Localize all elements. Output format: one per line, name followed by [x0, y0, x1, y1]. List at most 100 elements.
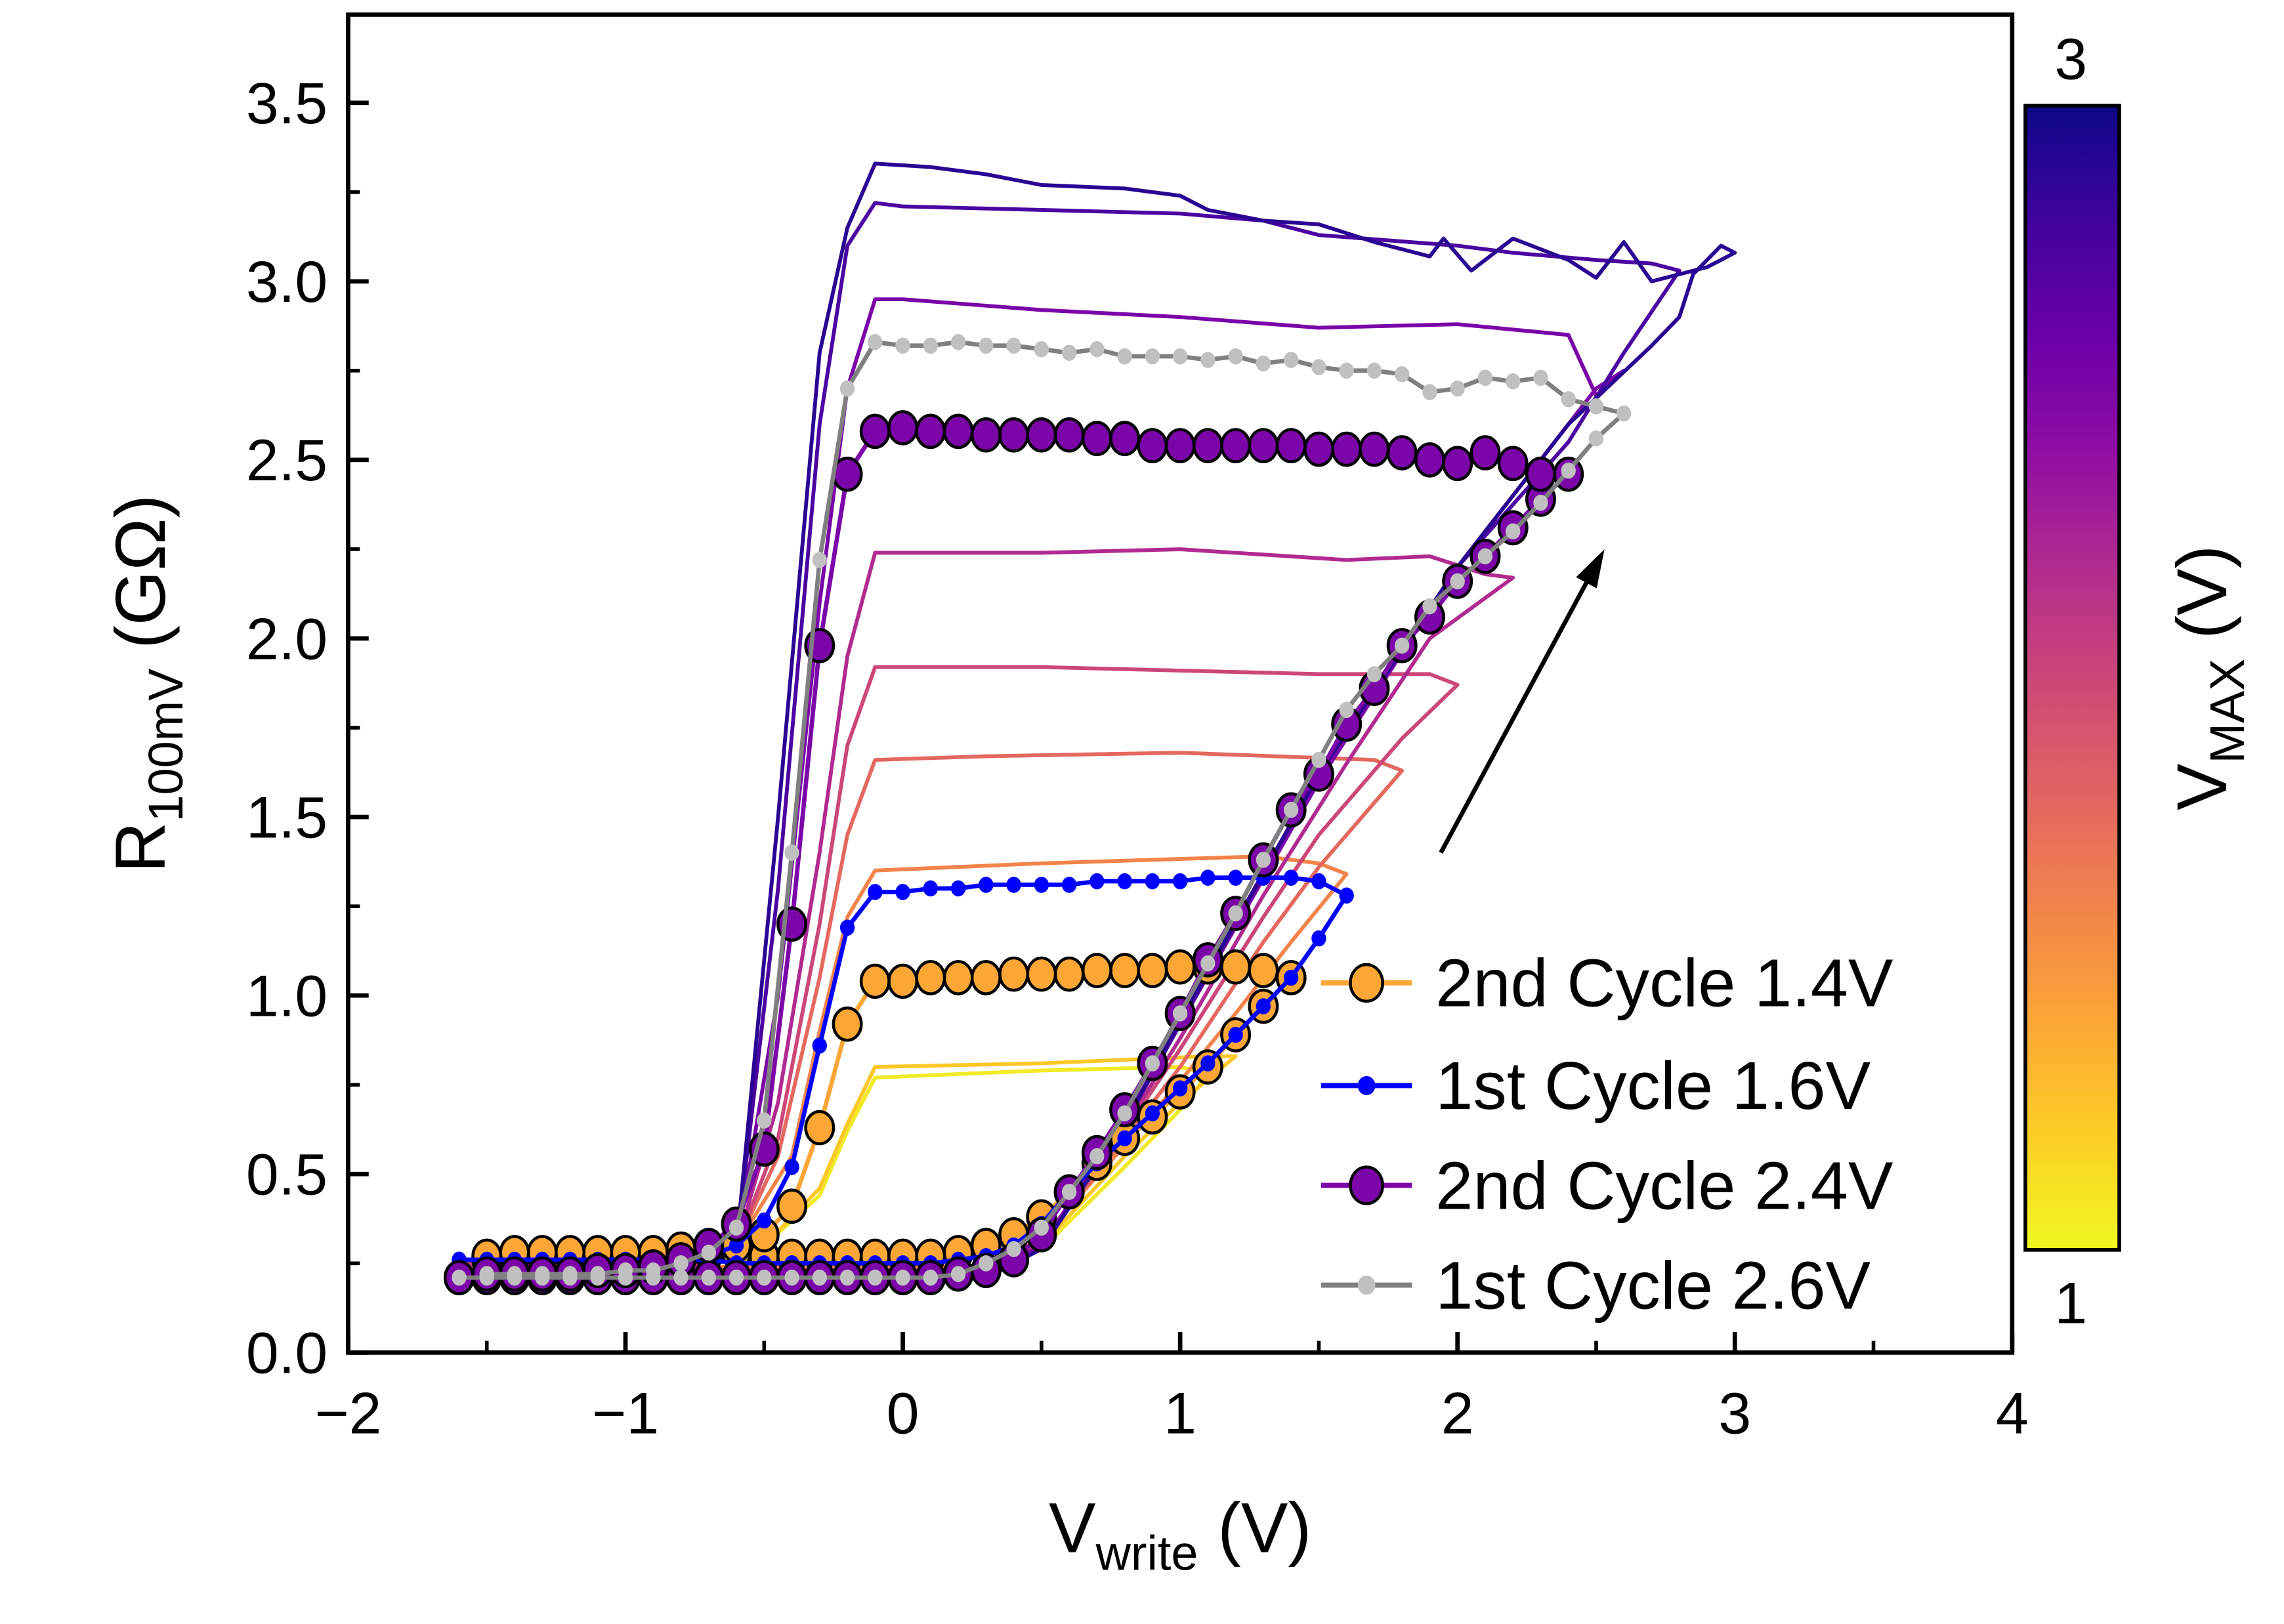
data-point: [1311, 873, 1326, 890]
data-point: [1034, 877, 1049, 893]
data-point: [1164, 428, 1196, 463]
data-point: [1311, 751, 1326, 768]
data-point: [1061, 1184, 1077, 1200]
data-point: [1588, 430, 1604, 447]
data-point: [562, 1266, 578, 1282]
data-point: [1331, 431, 1363, 467]
colorbar-max-label: 3: [2054, 26, 2087, 92]
x-axis-label: Vwrite (V): [1049, 1488, 1311, 1580]
data-point: [1311, 359, 1326, 375]
data-point: [868, 1269, 883, 1286]
data-point: [839, 919, 855, 936]
data-point: [1477, 548, 1493, 565]
data-point: [1137, 428, 1168, 463]
data-point: [1228, 1026, 1243, 1043]
data-point: [729, 1237, 744, 1254]
data-point: [1109, 421, 1141, 457]
arrow-head: [1576, 549, 1605, 589]
loop-vmax-2.2: [459, 547, 1515, 1276]
legend: 2nd Cycle 1.4V 1st Cycle 1.6V 2nd Cycle 2.…: [1321, 946, 1893, 1323]
data-point: [1081, 953, 1112, 988]
data-point: [942, 413, 974, 449]
legend-label: 1st Cycle 1.6V: [1435, 1048, 1871, 1123]
y-tick-label: 1.0: [246, 963, 328, 1028]
data-point: [979, 877, 994, 893]
data-point: [895, 884, 910, 900]
data-point: [1256, 355, 1271, 372]
arrow-shaft: [1439, 581, 1589, 854]
data-point: [1283, 869, 1299, 886]
data-point: [1117, 348, 1132, 365]
data-point: [1034, 1219, 1049, 1236]
data-point: [1497, 446, 1529, 482]
data-point: [1220, 428, 1252, 463]
data-point: [1561, 462, 1576, 479]
data-point: [784, 1269, 799, 1286]
data-point: [1006, 877, 1021, 893]
data-point: [1089, 873, 1105, 890]
data-point: [1477, 369, 1493, 386]
data-point: [915, 960, 946, 995]
data-point: [1386, 435, 1418, 470]
data-point: [1228, 348, 1243, 365]
colorbar: 3 1 VMAX (V): [2023, 26, 2254, 1336]
data-point: [970, 960, 1002, 995]
data-point: [1006, 337, 1021, 354]
data-point: [970, 417, 1002, 453]
y-axis-label: R100mV (GΩ): [101, 495, 193, 873]
legend-label: 2nd Cycle 2.4V: [1435, 1148, 1893, 1223]
legend-entry: 2nd Cycle 2.4V: [1321, 1148, 1893, 1223]
highlighted-series: [443, 334, 1632, 1295]
data-point: [923, 1269, 939, 1286]
data-point: [784, 1159, 799, 1175]
data-point: [1617, 405, 1632, 422]
data-point: [915, 413, 946, 449]
data-point: [804, 1110, 835, 1146]
data-point: [868, 334, 883, 350]
loop-vmax-1.2: [459, 1054, 1238, 1269]
y-tick-label: 3.0: [246, 249, 328, 314]
data-point: [1533, 369, 1548, 386]
legend-entry: 2nd Cycle 1.4V: [1321, 946, 1893, 1021]
data-point: [1339, 362, 1354, 379]
y-tick-label: 2.0: [246, 606, 328, 671]
data-point: [1450, 573, 1465, 590]
data-point: [1339, 701, 1354, 718]
data-point: [1172, 873, 1188, 890]
series-2: [443, 410, 1584, 1295]
y-tick-label: 0.0: [246, 1320, 328, 1386]
data-point: [859, 413, 891, 449]
legend-entry: 1st Cycle 2.6V: [1321, 1247, 1871, 1323]
data-point: [479, 1266, 494, 1282]
y-tick-label: 0.5: [246, 1142, 328, 1207]
data-point: [1117, 873, 1132, 890]
x-tick-label: −1: [592, 1380, 659, 1446]
data-point: [1442, 446, 1473, 482]
data-point: [1145, 348, 1160, 365]
data-point: [998, 956, 1030, 992]
series-line: [459, 875, 1350, 1266]
x-tick-label: −2: [314, 1380, 381, 1446]
data-point: [1200, 352, 1216, 368]
data-point: [673, 1255, 688, 1272]
data-point: [812, 551, 827, 568]
data-point: [950, 880, 966, 897]
data-point: [776, 1188, 808, 1224]
data-point: [979, 1255, 994, 1272]
data-point: [839, 1269, 855, 1286]
data-point: [1588, 398, 1604, 415]
data-point: [1145, 1105, 1160, 1122]
data-point: [1506, 373, 1521, 390]
legend-marker: [1349, 963, 1384, 1003]
y-tick-label: 3.5: [246, 70, 328, 136]
data-point: [887, 963, 919, 999]
legend-marker: [1357, 1075, 1376, 1096]
data-point: [1192, 428, 1223, 463]
data-point: [1275, 428, 1307, 463]
data-point: [1422, 598, 1437, 615]
data-point: [1450, 380, 1465, 397]
x-tick-label: 0: [887, 1380, 920, 1446]
data-point: [618, 1262, 633, 1279]
data-point: [868, 884, 883, 900]
